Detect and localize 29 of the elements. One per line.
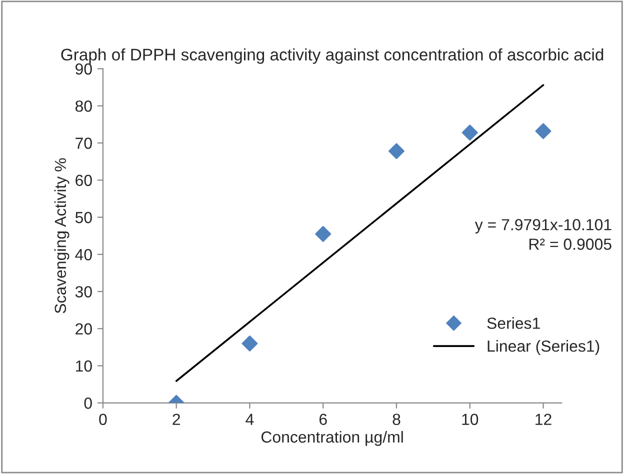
- point: [388, 143, 404, 160]
- y-tick-label: 30: [75, 286, 92, 298]
- annotation: R² = 0.9005: [529, 238, 612, 250]
- y-tick-label: 90: [76, 63, 92, 75]
- y-tick-label: 40: [75, 249, 92, 260]
- x-tick-label: 12: [536, 414, 552, 425]
- point: [242, 336, 258, 352]
- annotation: y = 7.9791x-10.101: [474, 219, 612, 234]
- x-tick-label: 2: [172, 414, 180, 425]
- x-tick-label: 8: [392, 414, 400, 426]
- x-tick-label: 4: [246, 414, 254, 425]
- y-tick-label: 50: [75, 212, 92, 224]
- x-tick-label: 6: [319, 414, 327, 426]
- legend-label: Series1: [487, 317, 540, 329]
- y-tick-label: 60: [76, 174, 92, 186]
- y-tick-label: 80: [75, 100, 92, 112]
- y-axis-title: Scavenging Activity %: [54, 158, 70, 314]
- x-axis-title: Concentration µg/ml: [261, 430, 403, 446]
- legend-label: Linear (Series1): [488, 340, 600, 355]
- y-tick-label: 0: [84, 398, 92, 409]
- y-tick-label: 70: [76, 138, 92, 149]
- y-tick-label: 10: [76, 360, 92, 372]
- point: [315, 226, 332, 242]
- x-tick-label: 10: [462, 414, 478, 426]
- y-tick-label: 20: [76, 323, 92, 335]
- chart-title: Graph of DPPH scavenging activity against concentration of ascorbic acid: [61, 48, 604, 64]
- point: [462, 124, 478, 141]
- x-tick-label: 0: [99, 414, 107, 426]
- point: [535, 123, 552, 140]
